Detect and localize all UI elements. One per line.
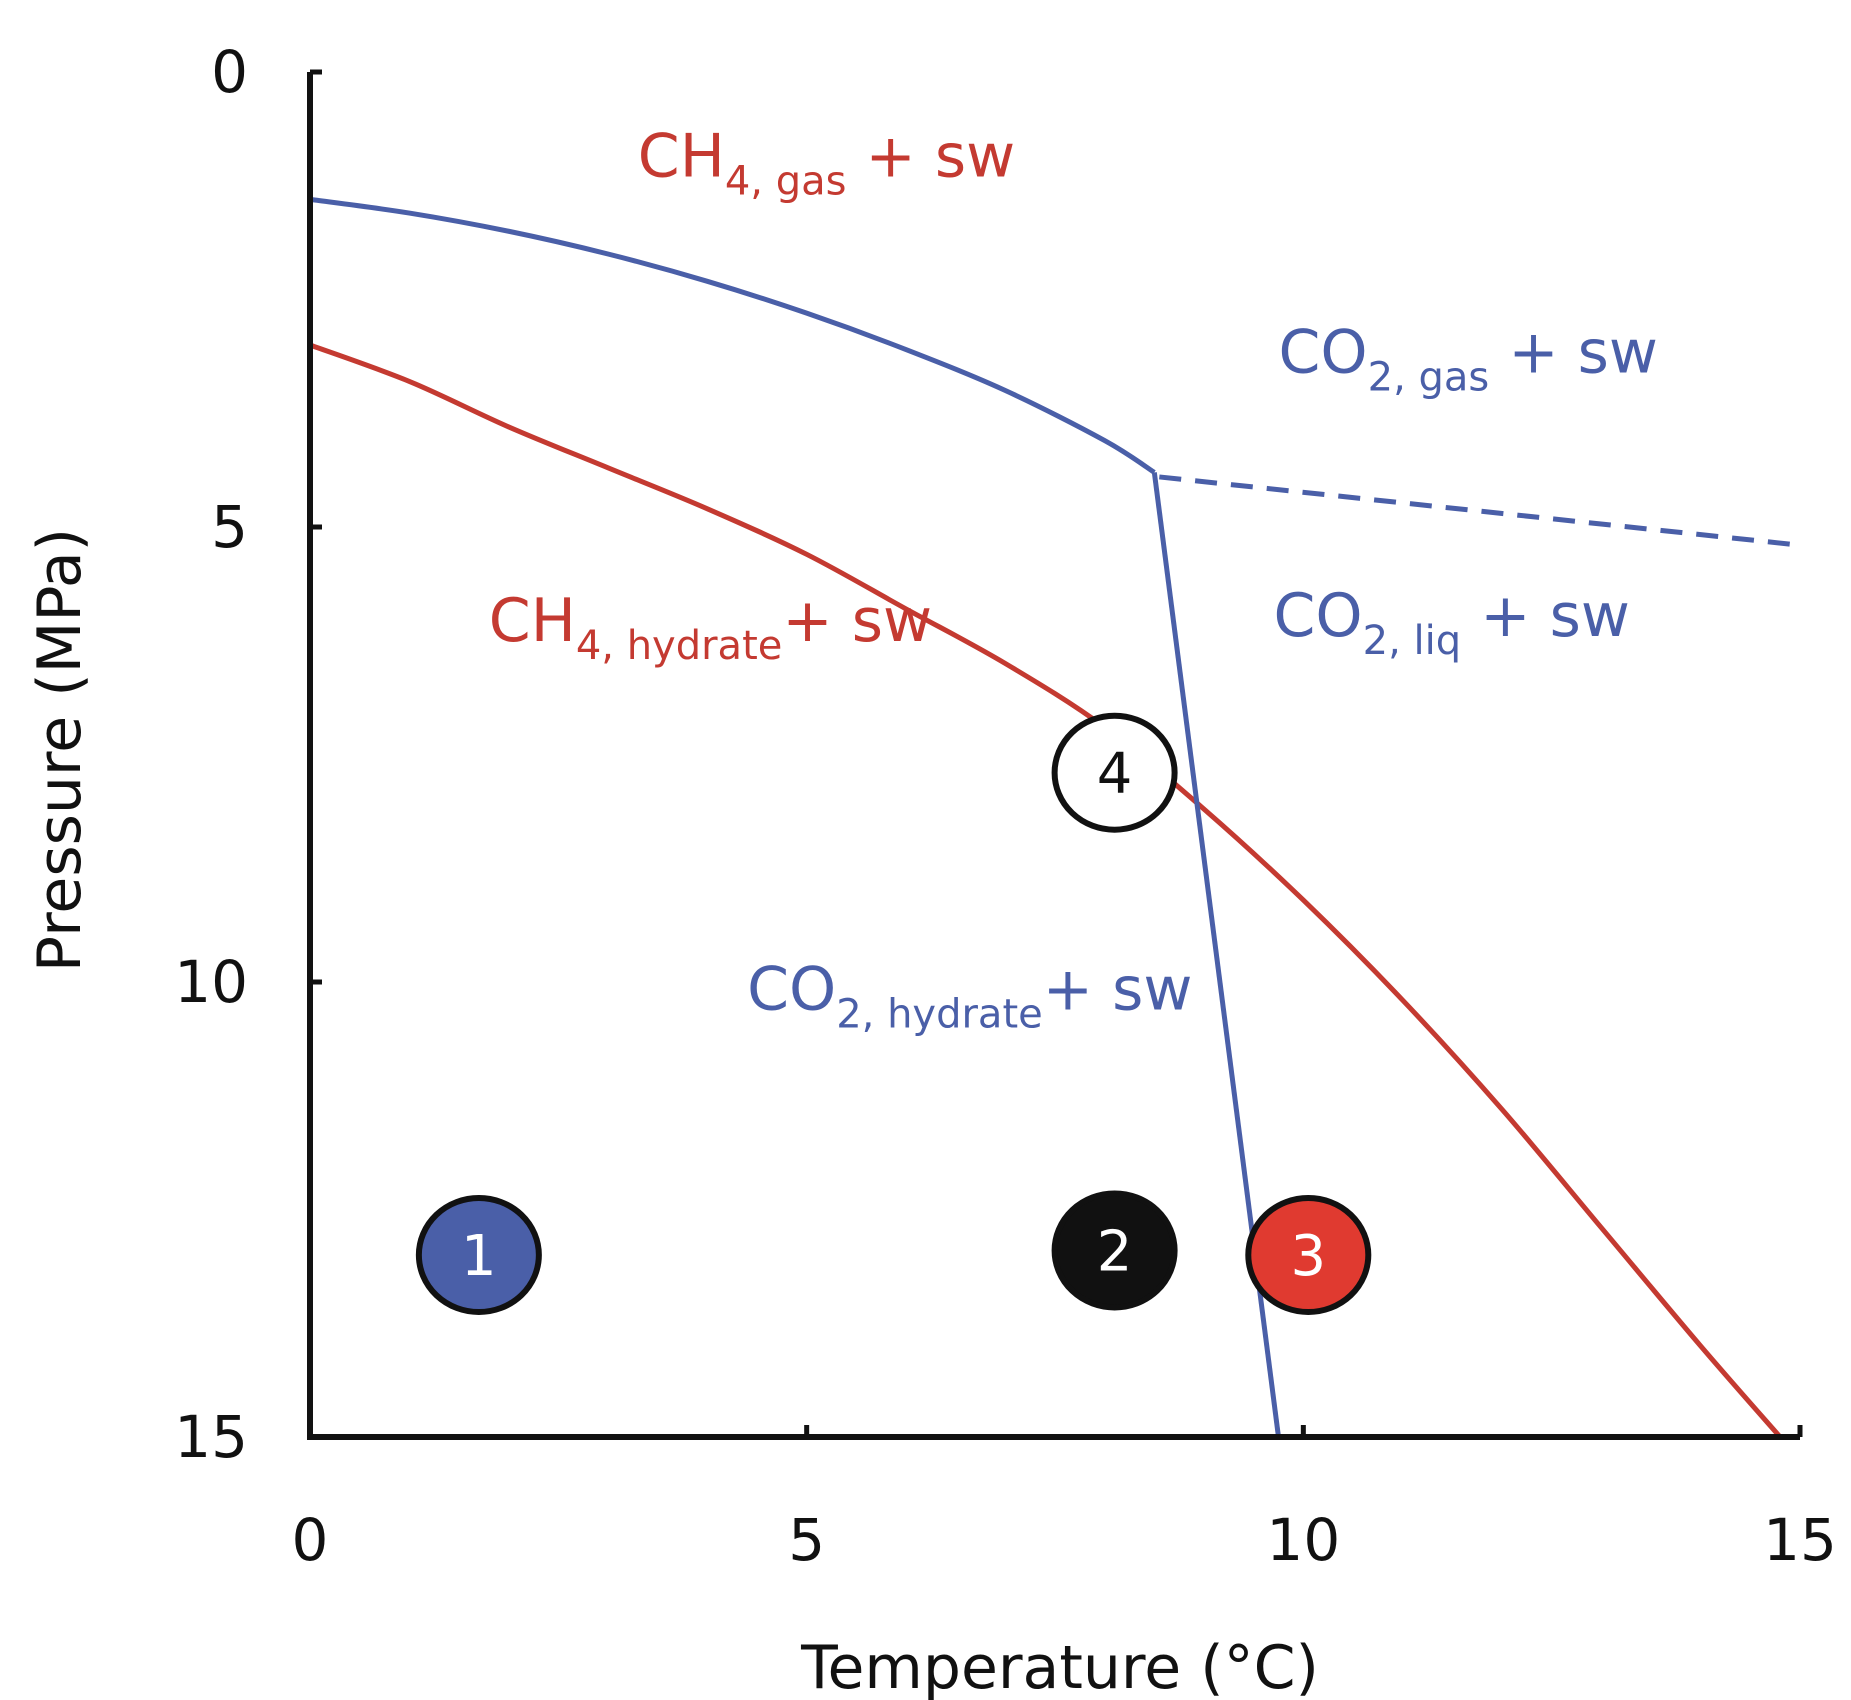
marker-1	[415, 1195, 542, 1315]
x-tick-label-5: 5	[788, 1506, 825, 1574]
series-line-4	[1159, 474, 1801, 548]
marker-label-2: 2	[1097, 1219, 1133, 1284]
marker-label-1: 1	[461, 1224, 497, 1289]
y-axis-label: Pressure (MPa)	[25, 528, 95, 972]
x-tick-label-15: 15	[1763, 1506, 1837, 1574]
x-tick-label-0: 0	[292, 1506, 329, 1574]
x-tick-label-10: 10	[1266, 1506, 1340, 1574]
region-label-2: CO2, gas + sw	[1279, 317, 1659, 400]
marker-3	[1245, 1195, 1372, 1315]
y-tick-label-10: 10	[174, 948, 248, 1016]
y-tick-label-5: 5	[211, 493, 248, 561]
marker-2	[1051, 1190, 1178, 1311]
x-axis-label: Temperature (°C)	[800, 1633, 1319, 1700]
axes-layer	[307, 72, 1800, 1440]
marker-label-4: 4	[1097, 742, 1133, 807]
series-line-2	[309, 196, 1156, 475]
y-tick-label-15: 15	[174, 1403, 248, 1471]
region-label-4: CO2, liq + sw	[1274, 581, 1630, 664]
marker-4	[1051, 712, 1178, 833]
region-label-5: CO2, hydrate+ sw	[747, 954, 1192, 1037]
marker-label-3: 3	[1290, 1224, 1326, 1289]
y-tick-label-0: 0	[211, 38, 248, 106]
region-label-3: CH4, hydrate+ sw	[489, 586, 932, 669]
region-label-1: CH4, gas + sw	[638, 122, 1015, 205]
ticks-layer: 0 5 10 15 0 5 10 15	[174, 38, 1837, 1574]
region-labels-layer: CH4, gas + sw CO2, gas + sw CH4, hydrate+ …	[489, 122, 1658, 1038]
markers-layer: 1 2 3 4	[415, 712, 1372, 1315]
